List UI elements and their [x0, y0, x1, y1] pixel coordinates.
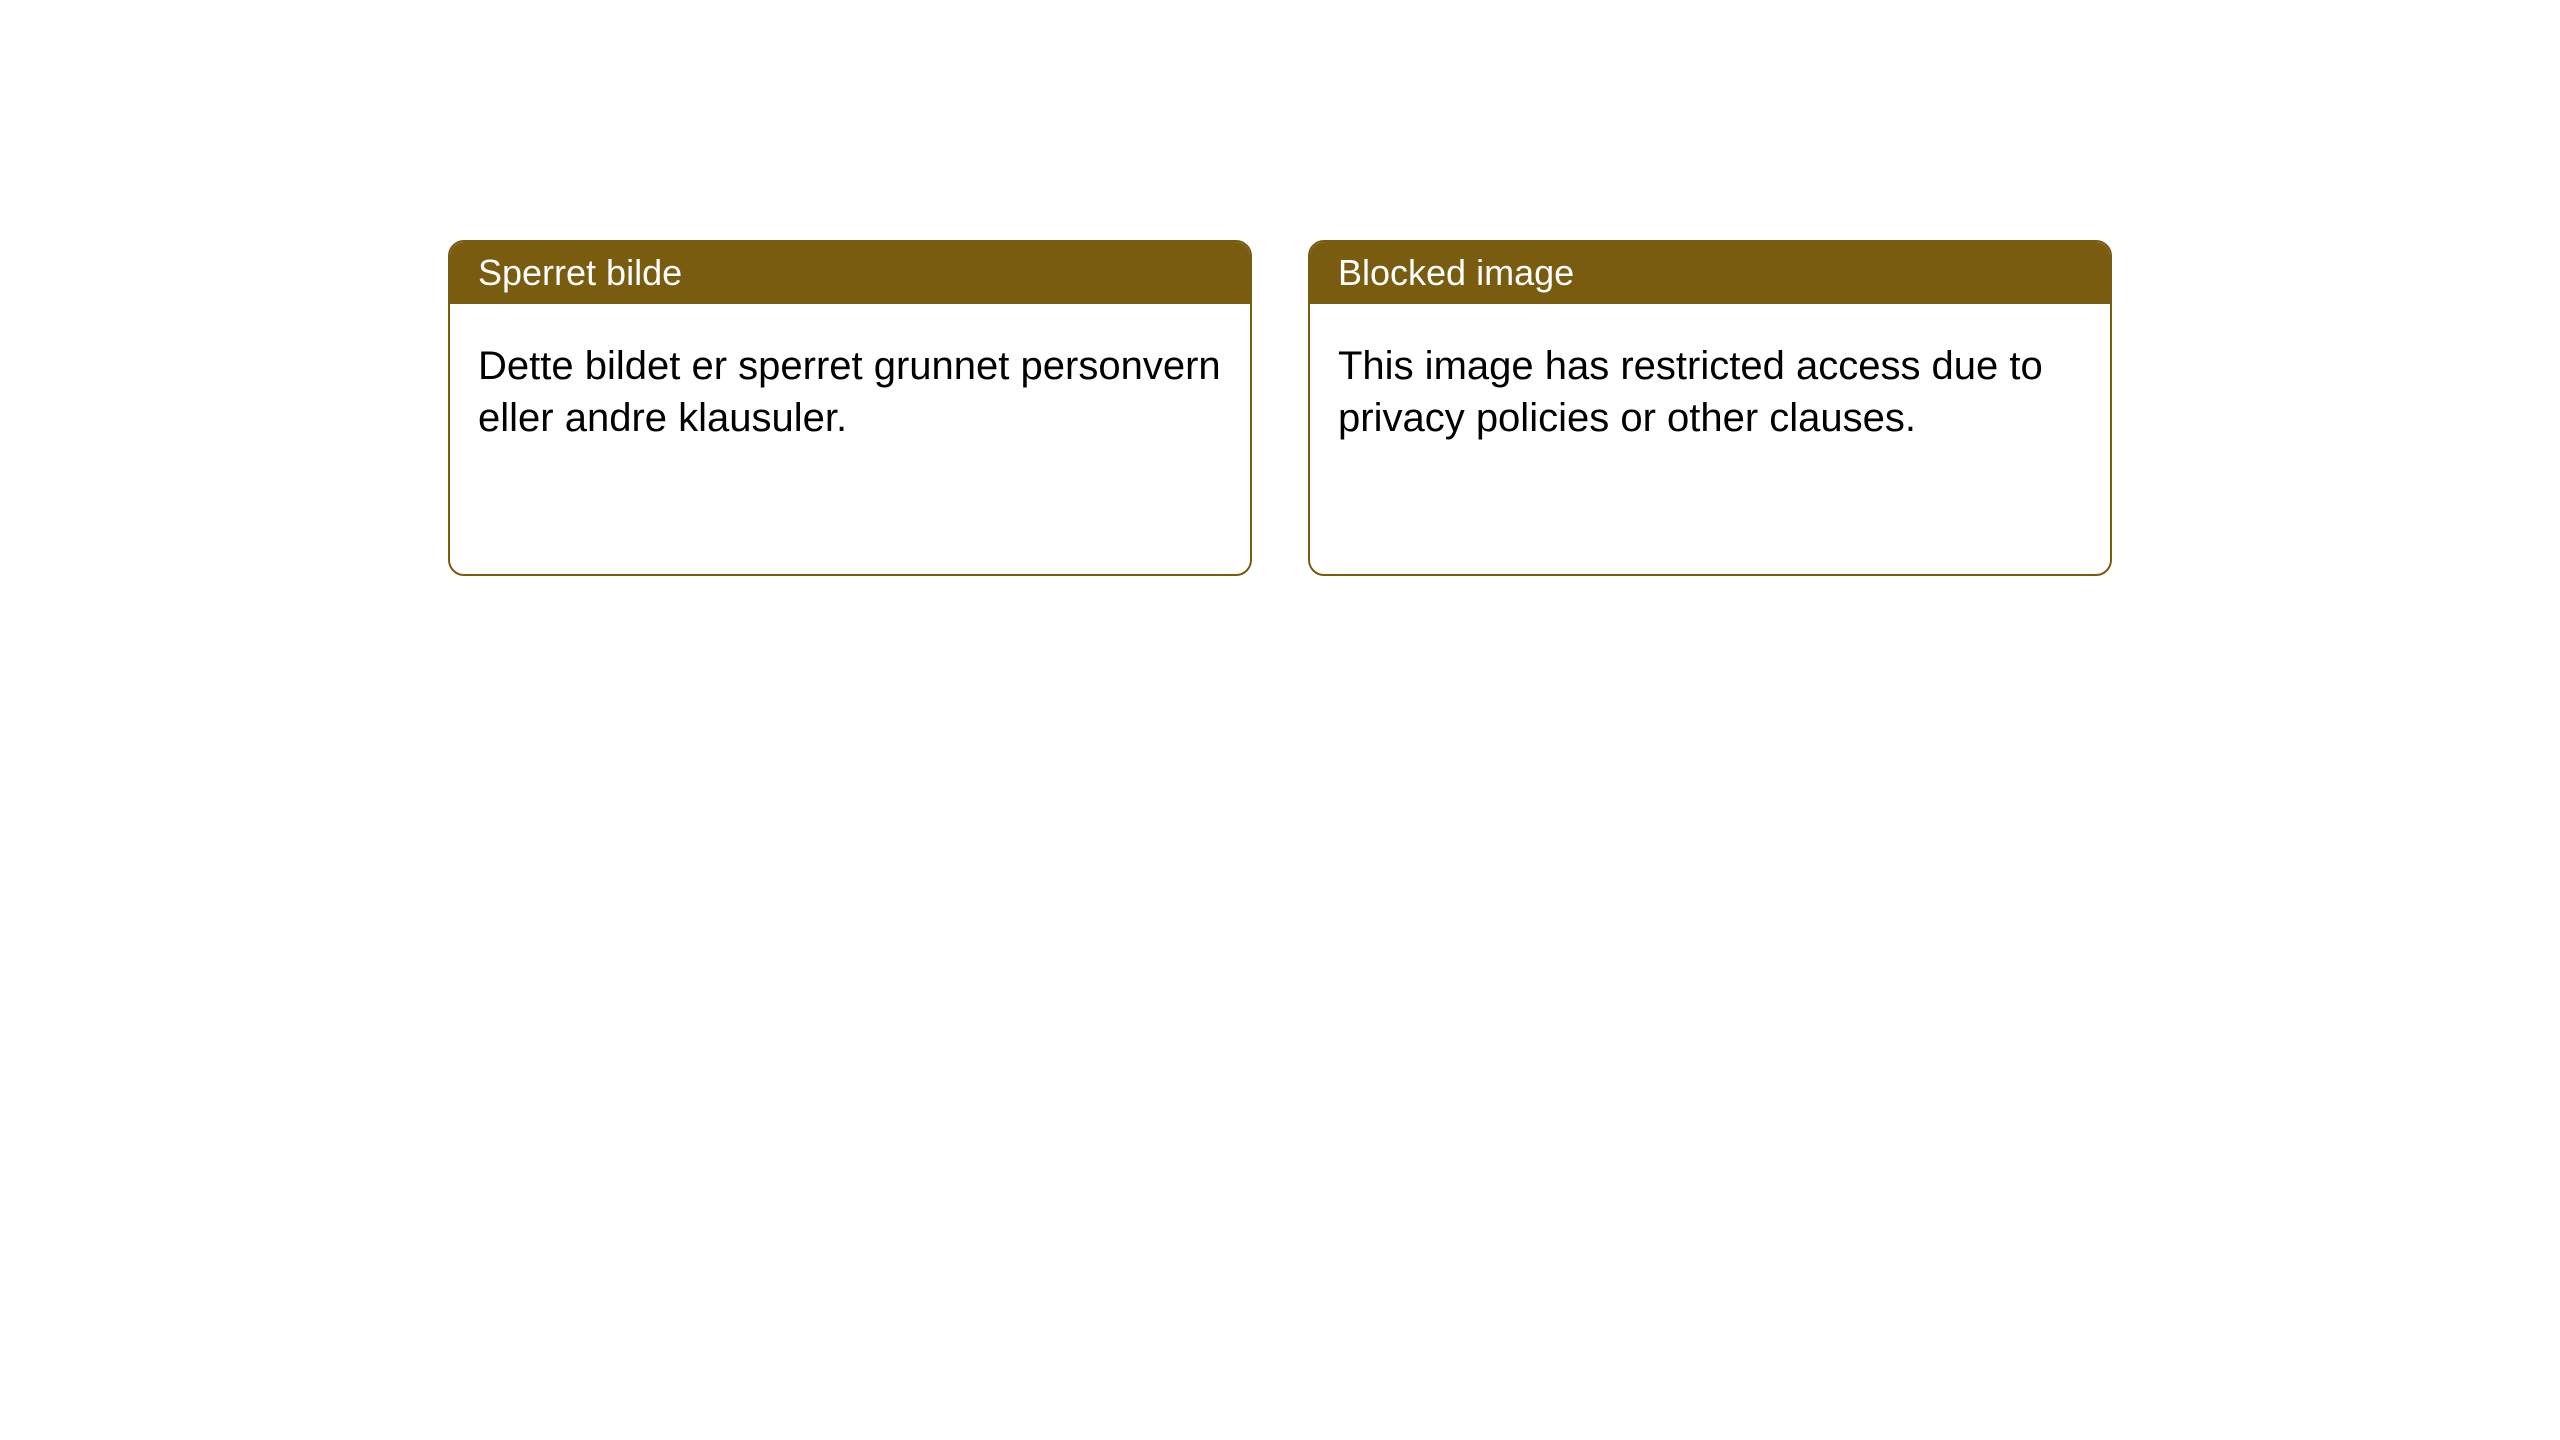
- card-body: Dette bildet er sperret grunnet personve…: [450, 304, 1250, 480]
- card-body-text: Dette bildet er sperret grunnet personve…: [478, 344, 1221, 440]
- card-title: Blocked image: [1338, 252, 1574, 293]
- blocked-image-card-english: Blocked image This image has restricted …: [1308, 240, 2112, 576]
- card-body: This image has restricted access due to …: [1310, 304, 2110, 480]
- notice-cards-container: Sperret bilde Dette bildet er sperret gr…: [0, 0, 2560, 576]
- blocked-image-card-norwegian: Sperret bilde Dette bildet er sperret gr…: [448, 240, 1252, 576]
- card-header: Sperret bilde: [450, 242, 1250, 304]
- card-title: Sperret bilde: [478, 252, 682, 293]
- card-header: Blocked image: [1310, 242, 2110, 304]
- card-body-text: This image has restricted access due to …: [1338, 344, 2043, 440]
